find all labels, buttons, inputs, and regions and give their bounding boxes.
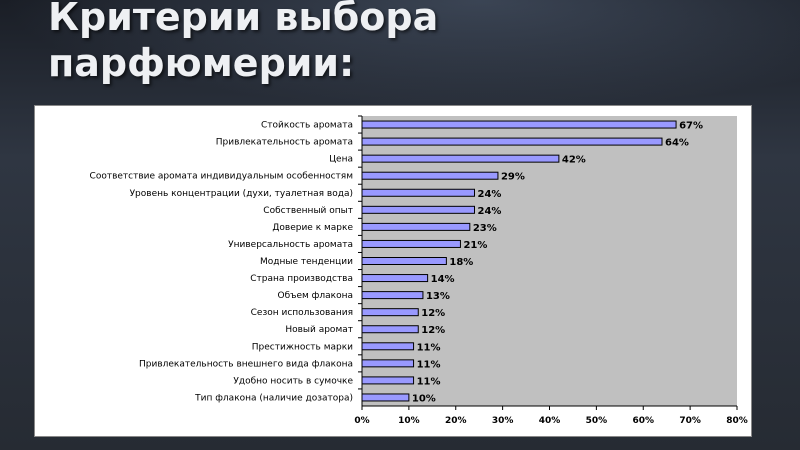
bar [361,342,415,351]
x-tick-label: 70% [679,416,701,426]
data-label: 11% [417,342,441,353]
bar [361,308,419,317]
category-label: Модные тенденции [260,257,353,267]
bar [361,188,475,197]
category-label: Стойкость аромата [261,121,353,131]
x-tick-label: 60% [632,416,654,426]
data-label: 18% [449,257,473,268]
category-label: Соответствие аромата индивидуальным особ… [90,172,353,182]
data-label: 29% [501,172,525,183]
bar [361,325,419,334]
slide-title-line-1: Критерии выбора [48,0,439,39]
x-tick-label: 30% [492,416,514,426]
x-tick-label: 40% [539,416,561,426]
category-label: Доверие к марке [272,223,353,233]
data-label: 11% [417,376,441,387]
bar [361,171,499,180]
data-label: 42% [562,155,586,166]
category-label: Объем флакона [278,291,354,301]
data-label: 64% [665,138,689,149]
bar [361,154,560,163]
category-label: Сезон использования [251,308,353,318]
chart-frame: Стойкость аромата 67% Привлекательность ар… [34,105,752,437]
category-label: Собственный опыт [263,206,353,216]
bar [361,291,424,300]
title-glow [0,0,800,110]
x-tick-label: 80% [726,416,748,426]
x-tick-label: 0% [354,416,369,426]
category-label: Новый аромат [285,325,353,335]
bar [361,257,447,265]
x-tick-label: 50% [586,416,608,426]
category-label: Страна производства [250,274,353,284]
data-label: 67% [679,121,703,132]
data-label: 10% [412,393,436,404]
bar [361,274,429,283]
x-tick-label: 10% [398,416,420,426]
bar [361,120,677,129]
slide-title: Критерии выбора парфюмерии: [48,0,438,86]
category-label: Удобно носить в сумочке [233,376,353,386]
category-label: Уровень концентрации (духи, туалетная во… [130,189,353,199]
data-label: 24% [478,206,502,217]
slide-title-line-2: парфюмерии: [48,41,355,85]
data-label: 23% [473,223,497,234]
data-label: 12% [421,325,445,336]
bar [361,359,415,368]
bar-chart: Стойкость аромата 67% Привлекательность ар… [90,115,748,426]
bar [361,393,410,402]
bar [361,239,461,248]
x-tick-label: 20% [445,416,467,426]
data-label: 13% [426,291,450,302]
bar [361,376,415,385]
category-label: Привлекательность аромата [216,138,353,148]
bar [361,222,471,231]
data-label: 21% [463,240,487,251]
bar [361,137,663,146]
data-label: 12% [421,308,445,319]
category-label: Тип флакона (наличие дозатора) [194,393,353,403]
bar [361,205,475,214]
data-label: 14% [431,274,455,285]
category-label: Универсальность аромата [228,240,353,250]
category-label: Престижность марки [252,342,353,352]
data-label: 24% [478,189,502,200]
category-label: Привлекательность внешнего вида флакона [139,359,353,369]
category-label: Цена [329,155,353,165]
data-label: 11% [417,359,441,370]
